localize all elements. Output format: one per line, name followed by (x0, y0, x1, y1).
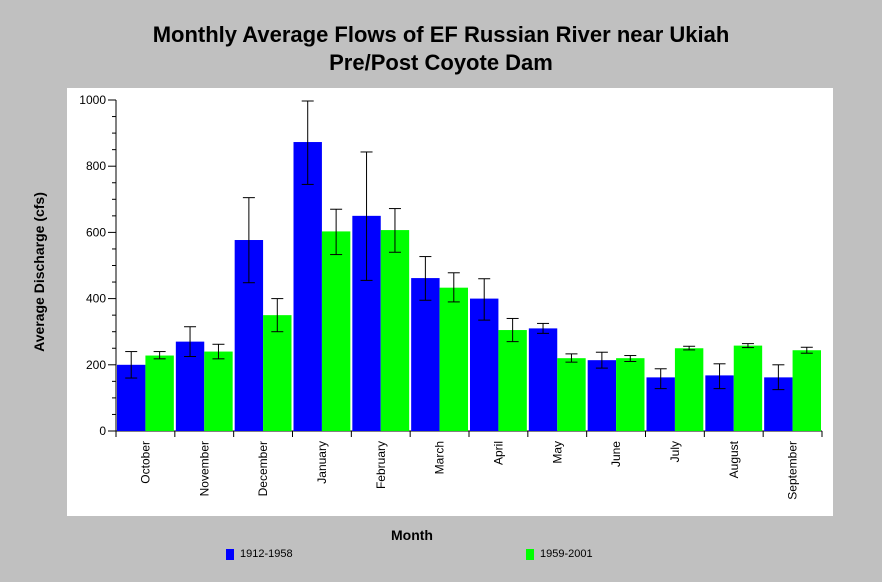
bar (321, 231, 351, 431)
x-tick-label: August (727, 440, 741, 478)
y-tick-label: 600 (86, 225, 106, 239)
bar (498, 330, 527, 431)
x-tick-label: June (609, 441, 623, 467)
legend-swatch-series-1 (226, 548, 234, 560)
x-tick-label: October (138, 441, 152, 484)
bar (293, 142, 322, 432)
y-tick-label: 1000 (79, 93, 106, 107)
bar (263, 315, 292, 431)
x-tick-label: February (374, 441, 388, 489)
x-tick-label: September (786, 441, 800, 500)
x-axis-label: Month (391, 527, 433, 543)
bar (380, 230, 410, 431)
bar (145, 355, 174, 431)
bar (616, 358, 645, 431)
legend-label-series-2: 1959-2001 (540, 548, 593, 560)
x-tick-label: December (256, 441, 270, 496)
legend-item-series-2: 1959-2001 (526, 547, 593, 561)
y-axis-label: Average Discharge (cfs) (31, 192, 47, 352)
y-tick-label: 200 (86, 358, 106, 372)
x-tick-label: May (550, 441, 564, 464)
bar (674, 348, 704, 431)
bar (439, 287, 468, 431)
chart-subtitle: Pre/Post Coyote Dam (329, 50, 553, 75)
bar (204, 351, 233, 431)
bar (792, 350, 821, 431)
x-tick-label: November (197, 441, 211, 496)
bar (733, 345, 763, 431)
legend-item-series-1: 1912-1958 (226, 547, 293, 561)
y-tick-label: 400 (86, 292, 106, 306)
x-tick-label: April (491, 441, 505, 465)
legend-swatch-series-2 (526, 548, 534, 560)
chart-title: Monthly Average Flows of EF Russian Rive… (152, 22, 730, 47)
x-tick-label: July (668, 441, 682, 462)
legend-label-series-1: 1912-1958 (240, 548, 293, 560)
bar (411, 278, 440, 431)
bar (470, 298, 499, 431)
y-tick-label: 0 (99, 424, 106, 438)
x-tick-label: March (433, 441, 447, 474)
x-tick-label: January (315, 441, 329, 484)
bar (528, 328, 558, 431)
bar (557, 358, 586, 431)
bar (587, 360, 617, 431)
y-tick-label: 800 (86, 159, 106, 173)
